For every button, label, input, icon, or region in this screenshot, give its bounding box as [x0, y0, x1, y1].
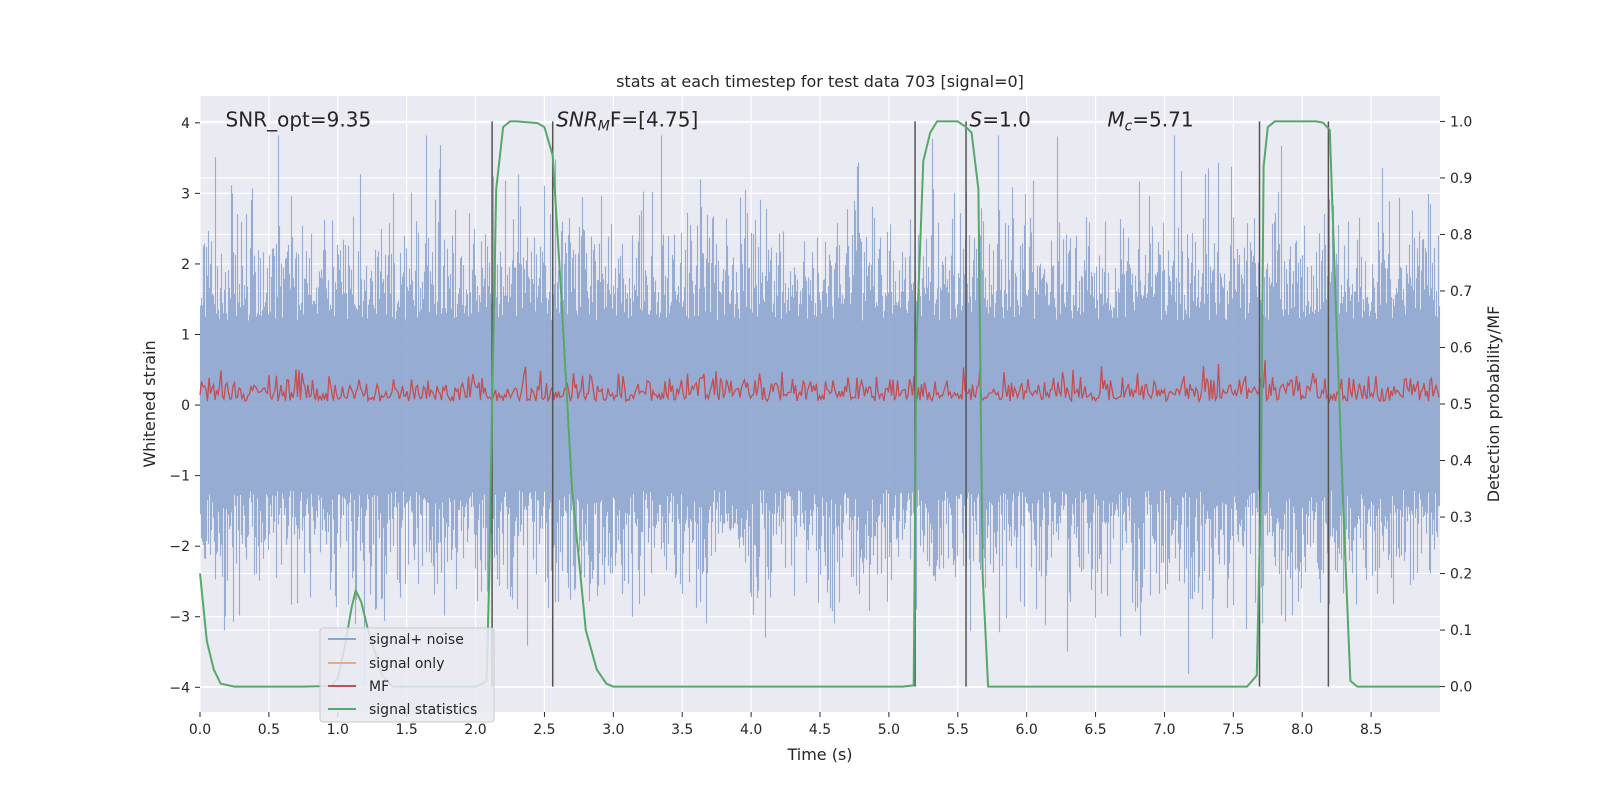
x-axis-title: Time (s): [786, 745, 852, 764]
x-tick-label-9: 4.5: [809, 722, 831, 738]
y-axis-left-ticks: −4 −3 −2 −1 0 1 2 3 4: [169, 116, 200, 696]
annotation-1-sub: M: [598, 118, 610, 134]
y-axis-right-ticks: 0.0 0.1 0.2 0.3 0.4 0.5 0.6 0.7 0.8 0.9 1.0: [1440, 114, 1472, 696]
x-tick-label-1: 0.5: [258, 722, 280, 738]
annotation-2-main: S: [970, 107, 983, 131]
x-tick-label-16: 8.0: [1291, 722, 1313, 738]
x-tick-label-0: 0.0: [189, 722, 211, 738]
signal-statistics-series: [199, 120, 1440, 688]
annotation-1: SNRMF=[4.75]: [556, 107, 698, 134]
yr-tick-label-1: 0.1: [1450, 623, 1472, 639]
yl-tick-label-4: 0: [181, 398, 190, 414]
yl-tick-label-1: −3: [169, 610, 190, 626]
yl-tick-label-5: 1: [181, 327, 190, 343]
x-tick-label-15: 7.5: [1222, 722, 1244, 738]
annotation-1-main: SNR: [556, 107, 598, 131]
yr-tick-label-8: 0.8: [1450, 227, 1472, 243]
annotation-2: S=1.0: [970, 107, 1031, 131]
chart-title: stats at each timestep for test data 703…: [616, 72, 1024, 91]
yl-tick-label-7: 3: [181, 186, 190, 202]
legend-label-signal-only: signal only: [369, 656, 444, 672]
y-axis-right-title: Detection probability/MF: [1484, 306, 1503, 503]
yr-tick-label-4: 0.4: [1450, 454, 1472, 470]
mf-line: [199, 360, 1440, 404]
yr-tick-label-5: 0.5: [1450, 397, 1472, 413]
annotations: SNR_opt=9.35 SNRMF=[4.75] S=1.0 Mc=5.71: [226, 107, 1194, 134]
x-tick-label-17: 8.5: [1360, 722, 1382, 738]
x-tick-label-11: 5.5: [947, 722, 969, 738]
signal-noise-line: [199, 135, 1441, 686]
yr-tick-label-9: 0.9: [1450, 171, 1472, 187]
legend-label-mf: MF: [369, 679, 389, 695]
annotation-3-sub: c: [1125, 118, 1133, 134]
annotation-2-rest: =1.0: [982, 107, 1031, 131]
legend-label-signal-noise: signal+ noise: [369, 632, 464, 648]
yr-tick-label-7: 0.7: [1450, 284, 1472, 300]
x-tick-label-8: 4.0: [740, 722, 762, 738]
yl-tick-label-3: −1: [169, 469, 190, 485]
x-tick-label-5: 2.5: [533, 722, 555, 738]
yl-tick-label-6: 2: [181, 257, 190, 273]
mf-series: [199, 360, 1440, 404]
y-axis-left-title: Whitened strain: [140, 340, 159, 467]
legend: signal+ noise signal only MF signal stat…: [319, 627, 495, 723]
x-tick-label-3: 1.5: [396, 722, 418, 738]
legend-box: [319, 627, 495, 723]
yr-tick-label-6: 0.6: [1450, 340, 1472, 356]
yr-tick-label-0: 0.0: [1450, 680, 1472, 696]
annotation-3: Mc=5.71: [1107, 107, 1193, 134]
x-tick-label-12: 6.0: [1016, 722, 1038, 738]
yr-tick-label-10: 1.0: [1450, 114, 1472, 130]
x-tick-label-2: 1.0: [327, 722, 349, 738]
yl-tick-label-8: 4: [181, 116, 190, 132]
yr-tick-label-2: 0.2: [1450, 567, 1472, 583]
x-axis-ticks: 0.0 0.5 1.0 1.5 2.0 2.5 3.0 3.5 4.0 4.5 5.0 5.5 6.0 6…: [189, 712, 1382, 738]
signal-noise-series: [199, 135, 1441, 686]
yl-tick-label-0: −4: [169, 680, 190, 696]
x-tick-label-7: 3.5: [671, 722, 693, 738]
annotation-1-rest: F=[4.75]: [610, 107, 698, 131]
x-tick-label-4: 2.0: [464, 722, 486, 738]
legend-label-signal-statistics: signal statistics: [369, 702, 477, 718]
x-tick-label-6: 3.0: [602, 722, 624, 738]
x-tick-label-10: 5.0: [878, 722, 900, 738]
signal-statistics-line: [199, 120, 1440, 688]
yr-tick-label-3: 0.3: [1450, 510, 1472, 526]
yl-tick-label-2: −2: [169, 539, 190, 555]
x-tick-label-13: 6.5: [1084, 722, 1106, 738]
x-tick-label-14: 7.0: [1153, 722, 1175, 738]
annotation-0: SNR_opt=9.35: [226, 107, 372, 131]
annotation-3-main: M: [1107, 107, 1124, 131]
annotation-3-rest: =5.71: [1132, 107, 1193, 131]
